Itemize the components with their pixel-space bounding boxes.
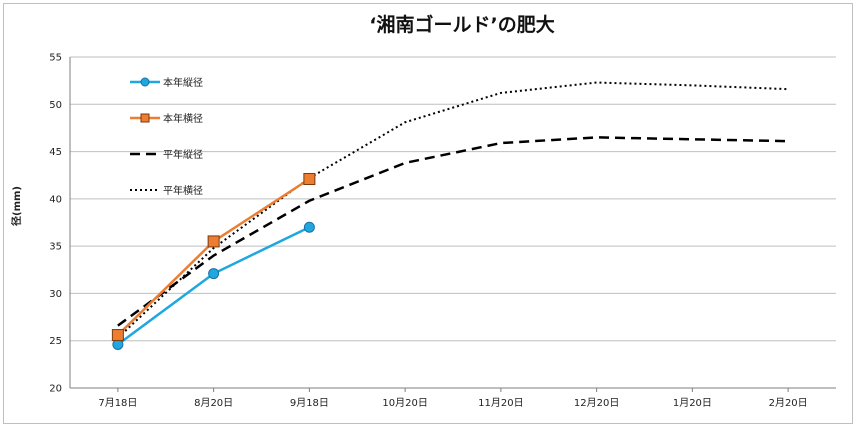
x-tick-label: 9月18日 (290, 397, 329, 409)
series-line-2 (117, 136, 789, 327)
legend-label-2: 平年縦径 (163, 148, 203, 161)
legend-label-3: 平年横径 (163, 184, 203, 197)
data-point-1 (111, 329, 124, 342)
x-axis-ticks: 7月18日 8月20日 9月18日 10月20日 11月20日 12月20日 1月20日 2月… (98, 388, 808, 409)
y-tick-label: 25 (49, 336, 62, 347)
x-tick-label: 10月20日 (382, 397, 427, 409)
chart-frame (3, 3, 853, 424)
legend-label-0: 本年縦径 (163, 76, 203, 89)
y-axis-ticks: 20 25 30 35 40 45 50 55 (49, 53, 62, 395)
data-point-0 (208, 268, 220, 280)
x-tick-label: 2月20日 (769, 397, 808, 409)
y-axis-label: 径(mm) (10, 186, 23, 226)
y-tick-label: 20 (49, 384, 62, 395)
x-tick-label: 1月20日 (673, 397, 712, 409)
y-tick-label: 45 (49, 147, 62, 158)
y-tick-label: 35 (49, 242, 62, 253)
data-point-1 (303, 172, 316, 185)
legend-label-1: 本年横径 (163, 112, 203, 125)
legend-marker-1 (140, 113, 150, 123)
x-tick-label: 8月20日 (194, 397, 233, 409)
series-layer (111, 81, 789, 350)
legend-marker-0 (140, 77, 150, 87)
y-tick-label: 55 (49, 53, 62, 64)
y-tick-label: 50 (49, 100, 62, 111)
grid-lines (69, 56, 836, 389)
y-tick-label: 40 (49, 194, 62, 205)
x-tick-label: 11月20日 (478, 397, 523, 409)
x-tick-label: 7月18日 (98, 397, 137, 409)
data-point-0 (303, 221, 315, 233)
data-point-1 (207, 235, 220, 248)
y-tick-label: 30 (49, 289, 62, 300)
chart-title: ‘湘南ゴールド’の肥大 (369, 13, 554, 36)
x-tick-label: 12月20日 (574, 397, 619, 409)
series-line-3 (117, 81, 789, 339)
